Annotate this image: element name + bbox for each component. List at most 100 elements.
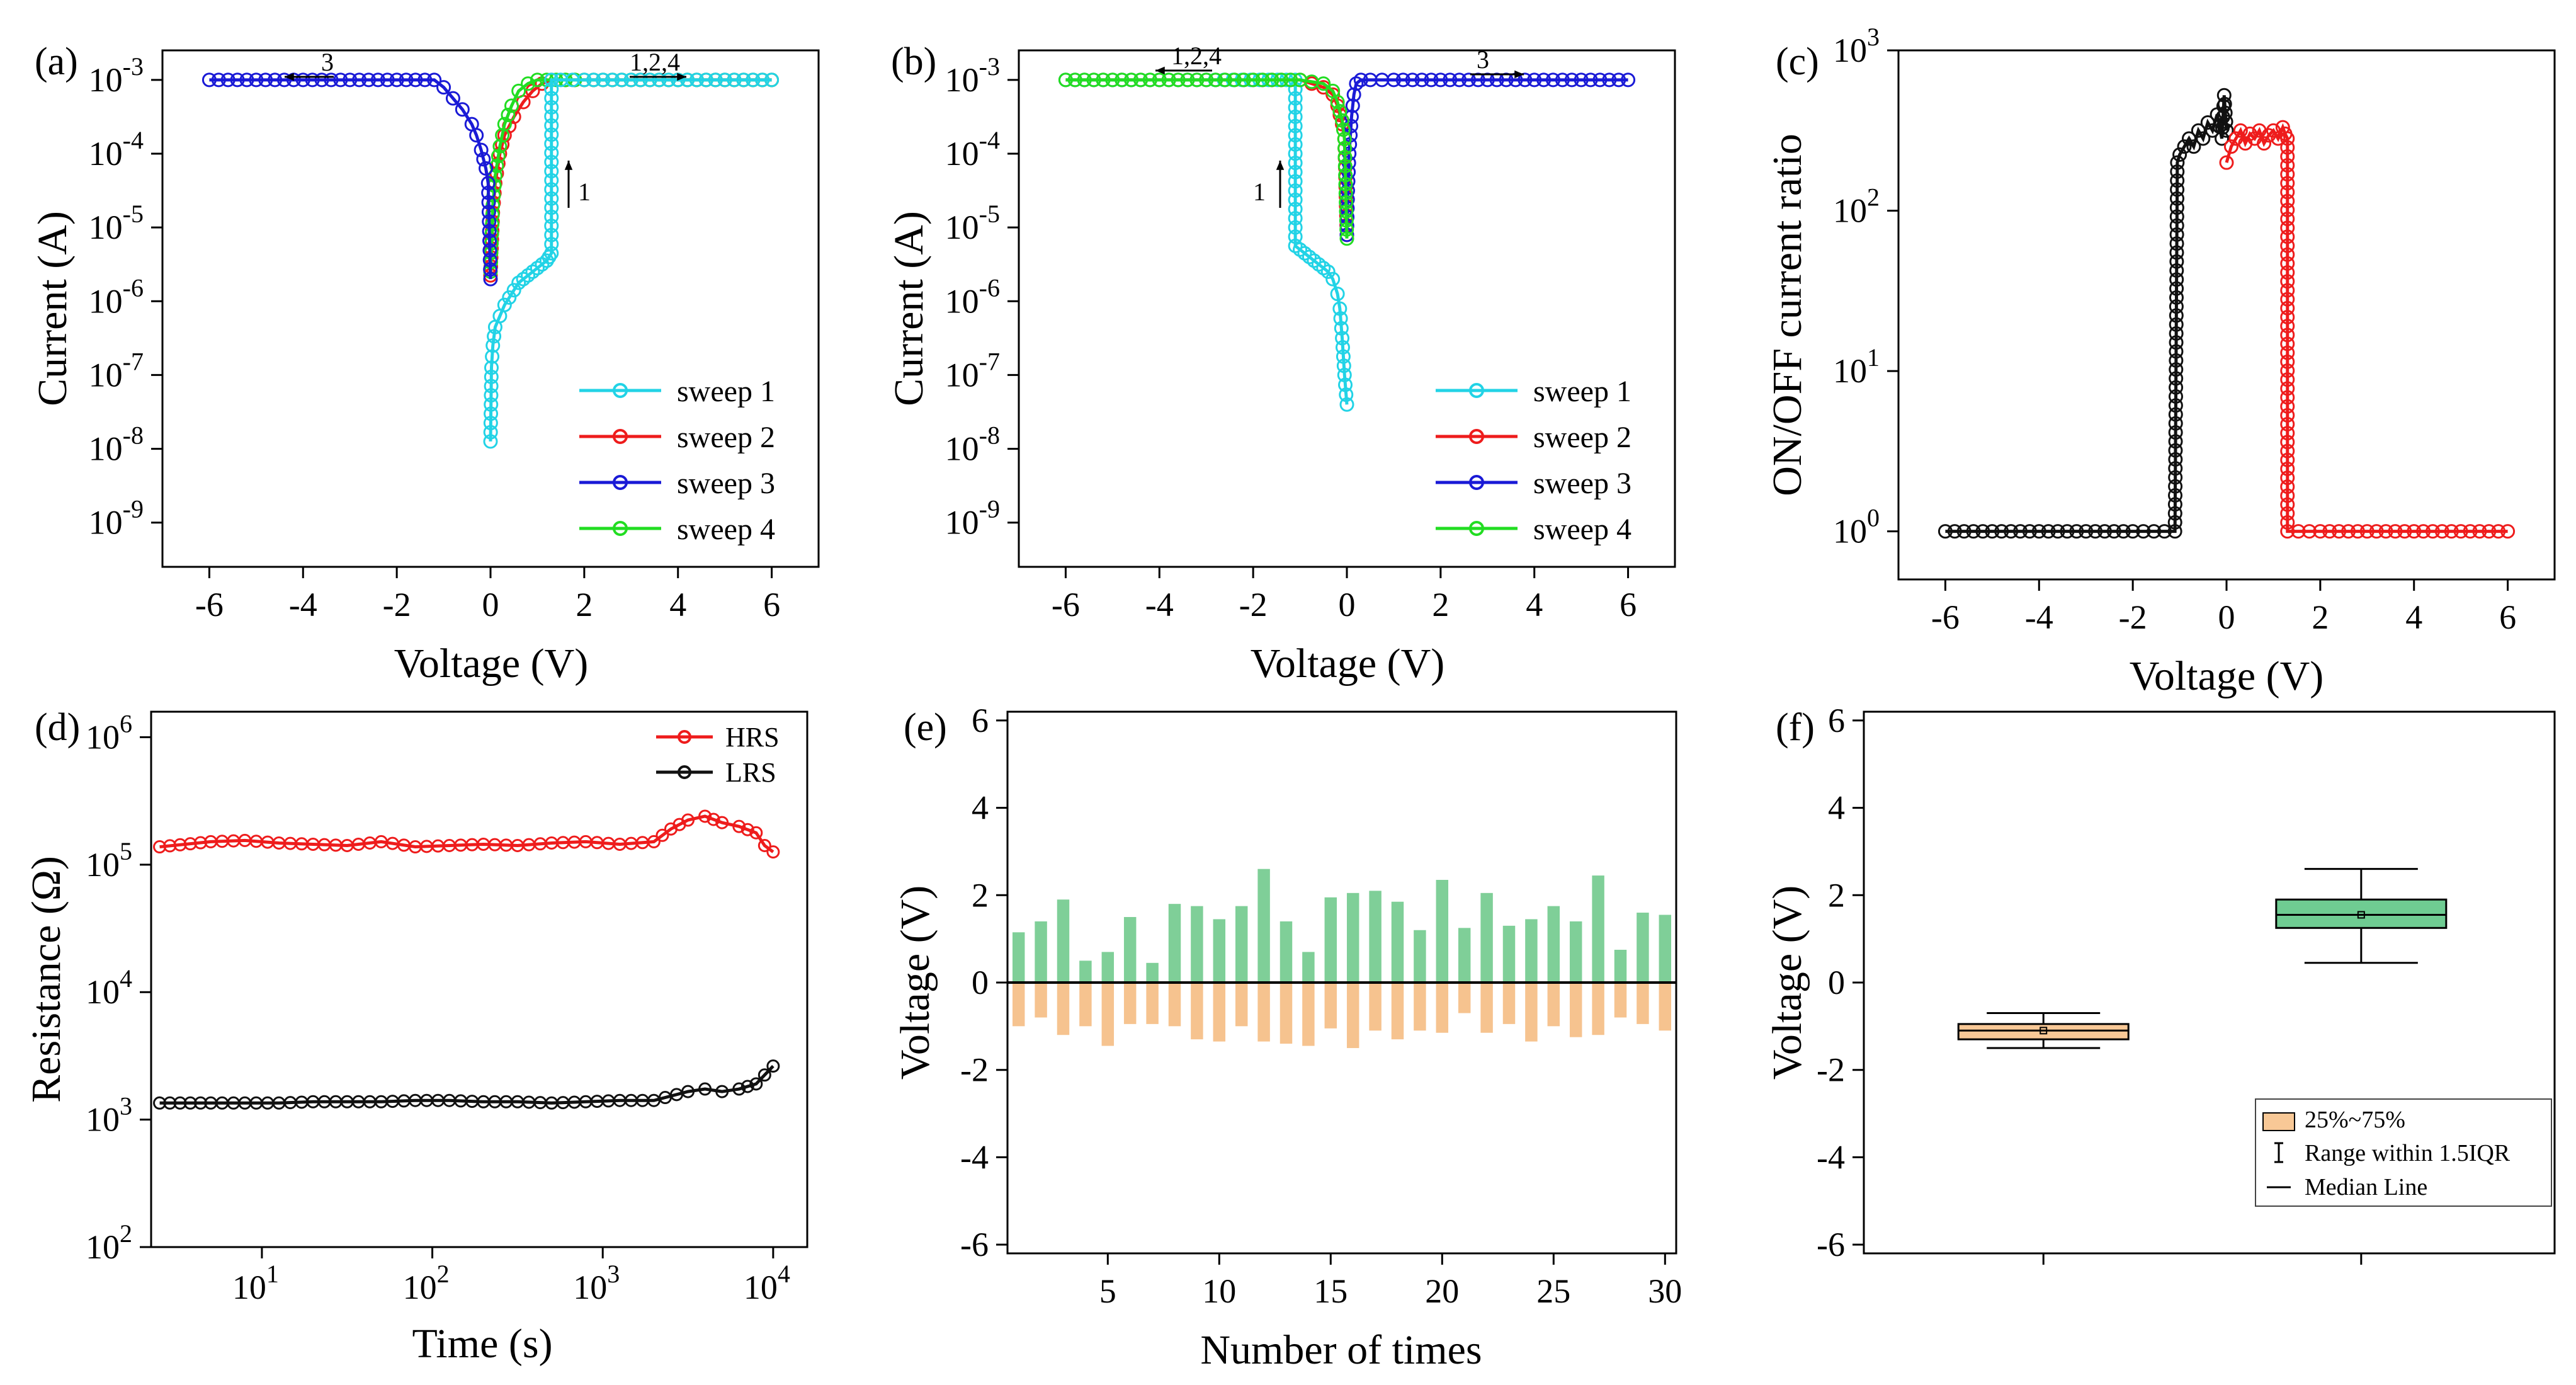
data-point-c-negative (2169, 290, 2184, 305)
data-point-b-sweep-4 (1180, 72, 1195, 88)
data-point-c-positive (2280, 417, 2295, 432)
data-point-a-sweep-3 (482, 233, 497, 248)
data-point-a-sweep-1 (521, 268, 536, 283)
data-point-b-sweep-4 (1236, 72, 1251, 88)
data-point-c-positive (2280, 524, 2295, 539)
data-point-b-sweep-4 (1330, 94, 1345, 110)
y-tick-label-c: 100 (1833, 504, 1880, 550)
bar-set (1414, 930, 1426, 983)
data-point-b-sweep-4 (1335, 113, 1350, 128)
data-point-b-sweep-3 (1405, 72, 1420, 88)
data-point-c-positive (2280, 309, 2295, 324)
y-tick-label-b: 10-3 (945, 52, 1000, 99)
data-point-a-sweep-1 (544, 209, 559, 224)
data-point-a-sweep-3 (258, 72, 273, 88)
data-point-c-positive (2261, 128, 2276, 143)
y-axis-label-a: Current (A) (30, 211, 76, 406)
data-point-b-sweep-3 (1564, 72, 1579, 88)
data-point-a-sweep-3 (455, 102, 470, 117)
x-tick-label-c: 0 (2218, 598, 2235, 636)
bar-reset (1057, 983, 1070, 1035)
x-tick-label-a: -4 (289, 586, 317, 624)
panel-label-a: (a) (35, 40, 78, 83)
x-tick-label-c: -6 (1931, 598, 1960, 636)
y-tick-label-b: 10-6 (945, 273, 1000, 320)
data-point-c-negative (2169, 209, 2184, 224)
y-tick-label-b: 10-4 (945, 126, 1000, 173)
data-point-c-positive (2280, 176, 2295, 191)
data-point-a-sweep-3 (277, 72, 292, 88)
data-point-d-LRS (153, 1096, 167, 1110)
data-point-c-negative (2177, 139, 2192, 154)
bar-set (1057, 899, 1070, 983)
data-point-c-positive (2280, 158, 2295, 173)
data-point-a-sweep-4 (489, 159, 504, 174)
data-point-a-sweep-3 (220, 72, 235, 88)
bar-set (1480, 892, 1493, 983)
data-point-c-positive (2341, 524, 2356, 539)
data-point-b-sweep-3 (1346, 87, 1361, 102)
x-tick-label-a: 6 (763, 586, 780, 624)
data-point-a-sweep-1 (727, 72, 742, 88)
series-line-b-sweep-4 (1065, 78, 1349, 239)
data-point-c-negative (2169, 335, 2184, 350)
data-point-b-sweep-1 (1288, 100, 1303, 115)
data-point-b-sweep-1 (1288, 164, 1303, 180)
y-axis-label-e: Voltage (V) (892, 886, 938, 1080)
panel-label-c: (c) (1776, 40, 1819, 83)
mean-marker-SET (2357, 911, 2365, 919)
data-point-d-HRS (173, 838, 187, 852)
data-point-b-sweep-4 (1208, 72, 1223, 88)
data-point-b-sweep-1 (1288, 238, 1303, 253)
bar-set (1369, 891, 1382, 983)
y-axis-label-d: Resistance (Ω) (23, 856, 69, 1103)
data-point-c-positive (2313, 524, 2328, 539)
data-point-b-sweep-1 (1288, 211, 1303, 225)
bar-reset (1369, 983, 1382, 1031)
bar-reset (1569, 983, 1582, 1037)
bar-reset (1146, 983, 1159, 1024)
data-point-a-sweep-1 (544, 72, 559, 88)
data-point-a-sweep-1 (544, 154, 559, 169)
data-point-a-sweep-1 (746, 72, 761, 88)
data-point-a-sweep-3 (352, 72, 367, 88)
data-point-c-negative (2169, 263, 2184, 278)
bar-set (1279, 921, 1293, 983)
data-point-c-positive (2280, 515, 2295, 530)
data-point-c-positive (2280, 426, 2295, 441)
data-point-a-sweep-3 (324, 72, 339, 88)
x-tick-label-b: 6 (1620, 586, 1637, 624)
y-tick-label-b: 10-5 (945, 200, 1000, 246)
y-axis-label-c: ON/OFF current ratio (1764, 134, 1810, 496)
data-point-c-negative (2169, 200, 2184, 215)
data-point-c-positive (2472, 524, 2487, 539)
data-point-a-sweep-1 (544, 219, 559, 234)
data-point-b-sweep-4 (1227, 72, 1242, 88)
annotation-b-arrow-3-head (1514, 70, 1524, 79)
series-line-a-sweep-3 (209, 78, 492, 280)
data-point-b-sweep-3 (1386, 72, 1401, 88)
data-point-c-positive (2280, 488, 2295, 503)
data-point-c-negative (2169, 299, 2184, 314)
data-point-a-sweep-4 (497, 117, 512, 132)
data-point-c-positive (2280, 256, 2295, 271)
data-point-a-sweep-1 (544, 246, 559, 261)
y-tick-label-d: 104 (86, 964, 132, 1011)
data-point-c-positive (2350, 524, 2365, 539)
data-point-b-sweep-1 (1302, 249, 1317, 265)
x-axis-label-a: Voltage (V) (394, 641, 589, 687)
data-point-a-sweep-3 (483, 271, 498, 287)
y-tick-label-a: 10-5 (89, 200, 144, 246)
data-point-a-sweep-4 (504, 98, 519, 113)
data-point-c-negative (2169, 191, 2184, 206)
data-point-b-sweep-4 (1338, 168, 1353, 183)
data-point-c-positive (2280, 381, 2295, 396)
data-point-b-sweep-1 (1288, 91, 1303, 106)
data-point-c-positive (2280, 328, 2295, 343)
data-point-c-positive (2280, 345, 2295, 360)
y-tick-label-c: 101 (1833, 343, 1880, 390)
data-point-d-LRS (681, 1085, 695, 1098)
data-point-c-negative (2169, 281, 2184, 296)
data-point-b-sweep-1 (1288, 192, 1303, 207)
y-tick-label-e: 2 (972, 876, 989, 914)
